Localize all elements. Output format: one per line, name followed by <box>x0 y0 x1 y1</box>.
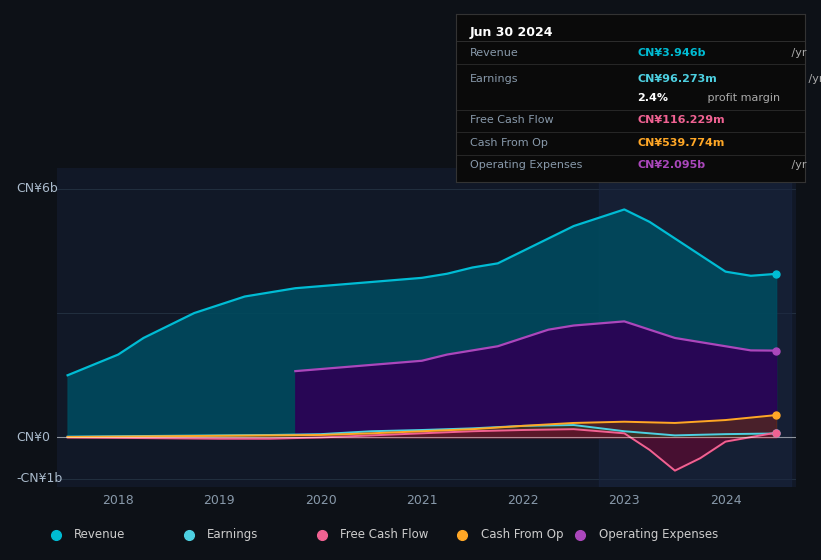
Text: CN¥0: CN¥0 <box>16 431 50 444</box>
Text: Revenue: Revenue <box>470 48 518 58</box>
Text: Revenue: Revenue <box>75 528 126 542</box>
Text: CN¥2.095b: CN¥2.095b <box>637 160 705 170</box>
Text: Cash From Op: Cash From Op <box>481 528 563 542</box>
Text: Free Cash Flow: Free Cash Flow <box>470 115 553 125</box>
Text: Free Cash Flow: Free Cash Flow <box>341 528 429 542</box>
Text: Cash From Op: Cash From Op <box>470 138 548 148</box>
Text: Earnings: Earnings <box>208 528 259 542</box>
Text: Earnings: Earnings <box>470 74 518 85</box>
Text: /yr: /yr <box>805 74 821 85</box>
Text: Operating Expenses: Operating Expenses <box>599 528 718 542</box>
Text: CN¥6b: CN¥6b <box>16 182 58 195</box>
Text: 2.4%: 2.4% <box>637 93 668 103</box>
Text: Jun 30 2024: Jun 30 2024 <box>470 26 553 39</box>
Text: CN¥3.946b: CN¥3.946b <box>637 48 705 58</box>
Text: -CN¥1b: -CN¥1b <box>16 473 62 486</box>
Text: Operating Expenses: Operating Expenses <box>470 160 582 170</box>
Text: profit margin: profit margin <box>704 93 780 103</box>
Bar <box>599 168 791 487</box>
Text: /yr: /yr <box>788 48 806 58</box>
Text: CN¥96.273m: CN¥96.273m <box>637 74 717 85</box>
Text: /yr: /yr <box>788 160 806 170</box>
Text: CN¥539.774m: CN¥539.774m <box>637 138 724 148</box>
Text: CN¥116.229m: CN¥116.229m <box>637 115 725 125</box>
